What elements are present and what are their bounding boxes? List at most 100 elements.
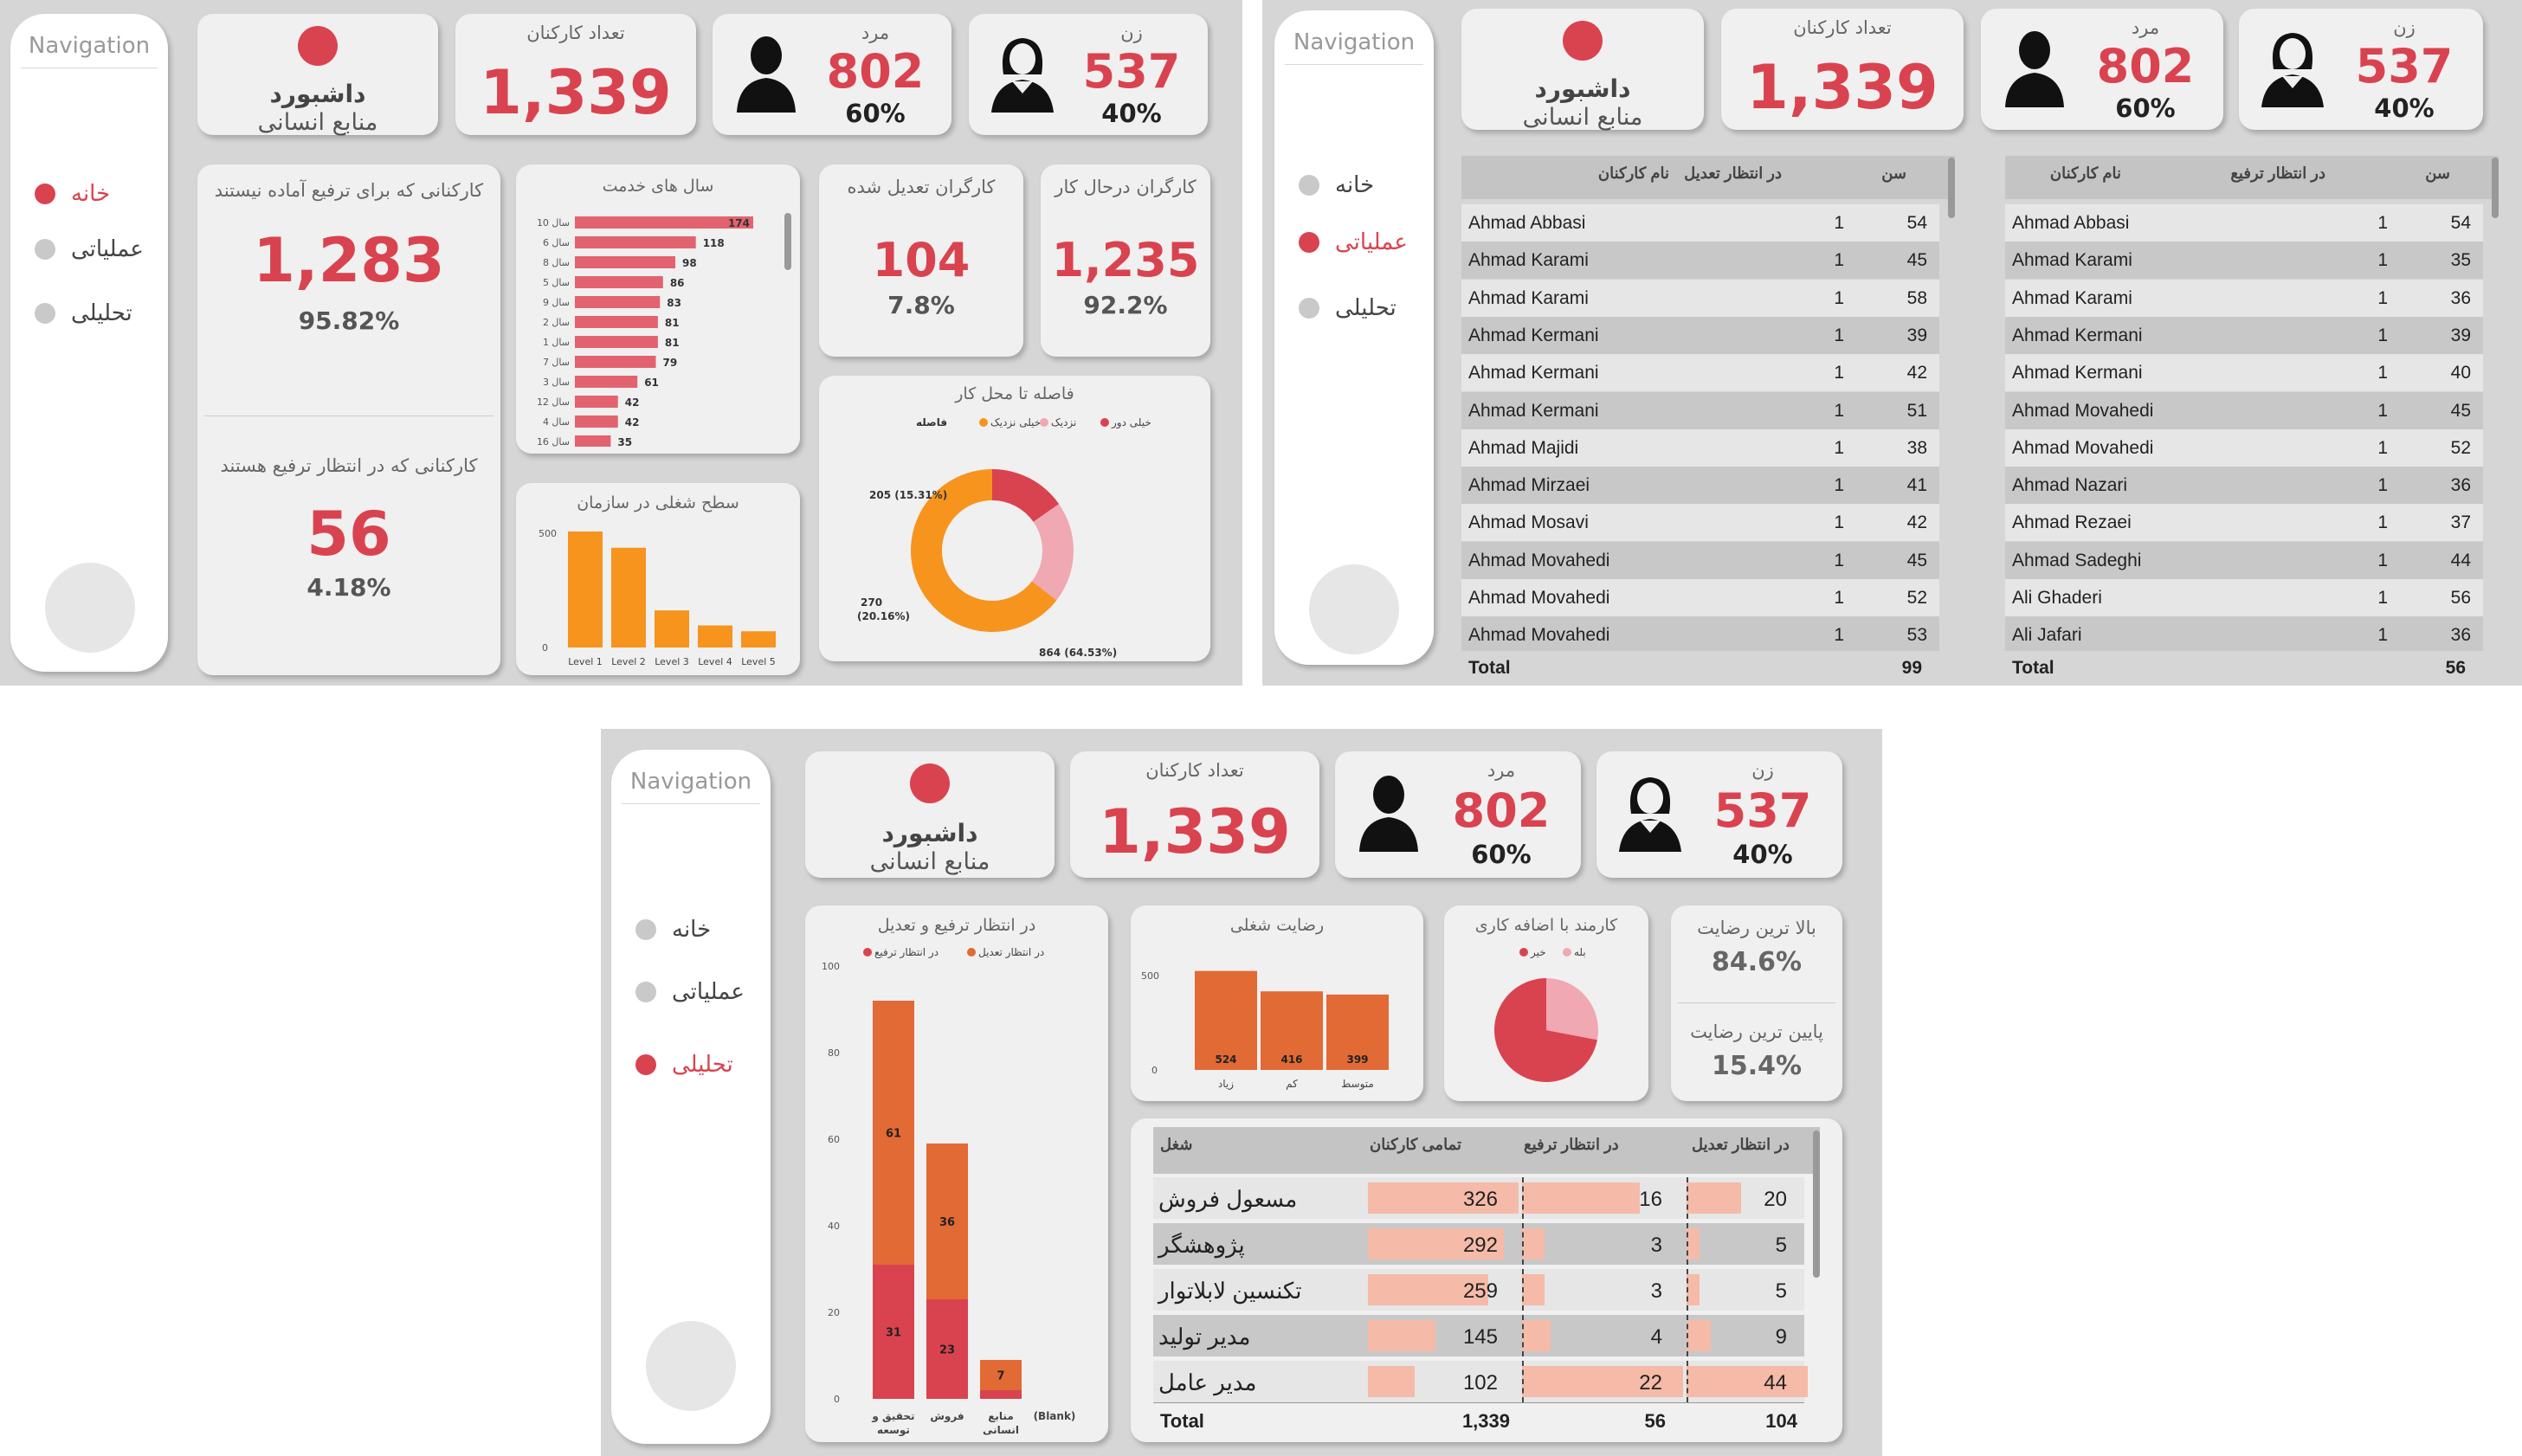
cell-count: 1 bbox=[2377, 512, 2388, 533]
nav-item-home[interactable]: خانه bbox=[35, 178, 110, 209]
male-value: 802 bbox=[826, 44, 925, 99]
table-row[interactable]: Ahmad Mirzaei 1 41 bbox=[1461, 467, 1939, 505]
table-row[interactable]: Ahmad Sadeghi 1 44 bbox=[2005, 541, 2483, 579]
male-pct: 60% bbox=[845, 99, 906, 128]
table-row[interactable]: Ahmad Movahedi 1 45 bbox=[1461, 541, 1939, 579]
chart-scrollbar[interactable] bbox=[784, 213, 791, 270]
tick-label: 0 bbox=[834, 1394, 840, 1405]
data-bar bbox=[1522, 1228, 1545, 1260]
nav-circle-button[interactable] bbox=[45, 563, 135, 653]
col-header-promo[interactable]: در انتظار ترفیع bbox=[2230, 164, 2325, 182]
col-header-adj[interactable]: در انتظار تعدیل bbox=[1692, 1136, 1790, 1153]
table-scrollbar[interactable] bbox=[1948, 158, 1955, 218]
nav-item-analytic[interactable]: تحلیلی bbox=[35, 298, 132, 329]
table-row[interactable]: 102 22 44 مدیر عامل bbox=[1153, 1361, 1808, 1402]
col-header-job[interactable]: شغل bbox=[1160, 1136, 1193, 1153]
data-label: (20.16%) bbox=[857, 610, 910, 622]
table-row[interactable]: 326 16 20 مسعول فروش bbox=[1153, 1177, 1804, 1219]
nav-circle-button[interactable] bbox=[1309, 564, 1399, 654]
nav-item-operational[interactable]: عملیاتی bbox=[35, 234, 144, 265]
bar bbox=[1195, 970, 1257, 1070]
nav-item-analytic[interactable]: تحلیلی bbox=[635, 1049, 733, 1080]
col-header-promo[interactable]: در انتظار ترفیع bbox=[1524, 1136, 1619, 1153]
legend-marker bbox=[967, 948, 976, 957]
table-row[interactable]: Ahmad Kermani 1 40 bbox=[2005, 354, 2483, 392]
table-row[interactable]: Ahmad Movahedi 1 53 bbox=[1461, 616, 1939, 654]
cell-name: Ahmad Movahedi bbox=[1468, 588, 1610, 608]
col-header-name[interactable]: نام کارکنان bbox=[2049, 164, 2121, 182]
nav-item-operational[interactable]: عملیاتی bbox=[1299, 227, 1408, 258]
table-row[interactable]: Ahmad Kermani 1 51 bbox=[1461, 391, 1939, 429]
total-label: تعداد کارکنان bbox=[1145, 760, 1244, 781]
working-label: کارگران درحال کار bbox=[1055, 177, 1196, 197]
data-label: 524 bbox=[1215, 1053, 1236, 1066]
data-label: 35 bbox=[617, 436, 632, 447]
nav-item-operational[interactable]: عملیاتی bbox=[635, 976, 745, 1008]
table-row[interactable]: Ahmad Abbasi 1 54 bbox=[1461, 204, 1939, 242]
cell-name: Ahmad Karami bbox=[1468, 287, 1589, 308]
table-row[interactable]: Ahmad Movahedi 1 52 bbox=[1461, 579, 1939, 616]
low-satisfaction-value: 15.4% bbox=[1711, 1051, 1803, 1081]
nav-item-home[interactable]: خانه bbox=[1299, 170, 1374, 201]
nav-item-analytic[interactable]: تحلیلی bbox=[1299, 293, 1396, 324]
table-row[interactable]: 145 4 9 مدیر تولید bbox=[1153, 1315, 1804, 1356]
male-label: مرد bbox=[1487, 760, 1516, 781]
table-row[interactable]: Ahmad Nazari 1 36 bbox=[2005, 467, 2483, 505]
table-row[interactable]: Ahmad Kermani 1 39 bbox=[1461, 316, 1939, 354]
bar-segment bbox=[980, 1390, 1022, 1399]
nav-circle-button[interactable] bbox=[646, 1321, 736, 1411]
adjusted-workers-card: کارگران تعدیل شده 104 7.8% bbox=[819, 164, 1023, 357]
female-user-icon bbox=[1619, 777, 1681, 852]
tick-label: زیاد bbox=[1218, 1078, 1234, 1091]
table-row[interactable]: Ahmad Karami 1 36 bbox=[2005, 279, 2483, 317]
table-row[interactable]: 292 3 5 پژوهشگر bbox=[1153, 1223, 1804, 1265]
job-table-card: شغل تمامی کارکنان در انتظار ترفیع در انت… bbox=[1131, 1118, 1842, 1442]
panel-analytic: Navigation خانه عملیاتی تحلیلی داشبورد م… bbox=[601, 729, 1882, 1456]
table-row[interactable]: Ahmad Rezaei 1 37 bbox=[2005, 504, 2483, 542]
col-header-age[interactable]: سن bbox=[2425, 164, 2450, 182]
table-total-row: Total 1,339 56 104 bbox=[1153, 1402, 1804, 1438]
total-value: 1,339 bbox=[1746, 52, 1938, 123]
table-row[interactable]: Ali Ghaderi 1 56 bbox=[2005, 579, 2483, 616]
table-row[interactable]: Ahmad Kermani 1 39 bbox=[2005, 316, 2483, 354]
table-row[interactable]: Ahmad Movahedi 1 45 bbox=[2005, 391, 2483, 429]
column-divider bbox=[1687, 1223, 1688, 1265]
tick-label: Level 3 bbox=[655, 656, 689, 667]
col-header-adj[interactable]: در انتظار تعدیل bbox=[1684, 164, 1782, 182]
female-pct: 40% bbox=[1101, 99, 1162, 128]
table-row[interactable]: 259 3 5 تکنسین لابلاتوار bbox=[1153, 1269, 1804, 1311]
table-scrollbar[interactable] bbox=[1813, 1131, 1820, 1278]
col-header-name[interactable]: نام کارکنان bbox=[1597, 164, 1669, 182]
table-row[interactable]: Ahmad Kermani 1 42 bbox=[1461, 354, 1939, 392]
table-row[interactable]: Ahmad Mosavi 1 42 bbox=[1461, 504, 1939, 542]
cell-count: 1 bbox=[1834, 512, 1844, 533]
cell-count: 1 bbox=[2377, 588, 2388, 608]
table-row[interactable]: Ahmad Karami 1 35 bbox=[2005, 242, 2483, 280]
col-header-age[interactable]: سن bbox=[1881, 164, 1906, 182]
tick-label: سال 2 bbox=[543, 317, 570, 328]
tick-label: Level 1 bbox=[568, 656, 603, 667]
data-bar bbox=[1368, 1320, 1436, 1351]
table-row[interactable]: Ahmad Karami 1 45 bbox=[1461, 242, 1939, 280]
data-label: 61 bbox=[886, 1128, 901, 1141]
cell-count: 1 bbox=[2377, 325, 2388, 345]
table-row[interactable]: Ahmad Karami 1 58 bbox=[1461, 279, 1939, 317]
cell-name: Ahmad Mirzaei bbox=[1468, 475, 1590, 496]
table-row[interactable]: Ahmad Abbasi 1 54 bbox=[2005, 204, 2483, 242]
table-row[interactable]: Ahmad Majidi 1 38 bbox=[1461, 428, 1939, 467]
promotion-table: نام کارکنان در انتظار ترفیع سن Ahmad Abb… bbox=[2005, 156, 2499, 686]
cell-age: 44 bbox=[2450, 550, 2471, 570]
cell-value: 44 bbox=[1764, 1371, 1787, 1395]
nav-panel: Navigation خانه عملیاتی تحلیلی bbox=[10, 14, 168, 672]
nav-title: Navigation bbox=[1293, 29, 1416, 55]
nav-item-home[interactable]: خانه bbox=[635, 914, 711, 945]
data-bar bbox=[1368, 1182, 1519, 1214]
table-scrollbar[interactable] bbox=[2492, 158, 2499, 218]
table-row[interactable]: Ahmad Movahedi 1 52 bbox=[2005, 428, 2483, 467]
table-row[interactable]: Ali Jafari 1 36 bbox=[2005, 616, 2483, 654]
legend-marker bbox=[1040, 418, 1048, 427]
donut-slice bbox=[1031, 504, 1074, 601]
cell-value: 5 bbox=[1775, 1279, 1787, 1303]
adjusted-pct: 7.8% bbox=[887, 291, 955, 319]
col-header-all[interactable]: تمامی کارکنان bbox=[1370, 1136, 1461, 1153]
